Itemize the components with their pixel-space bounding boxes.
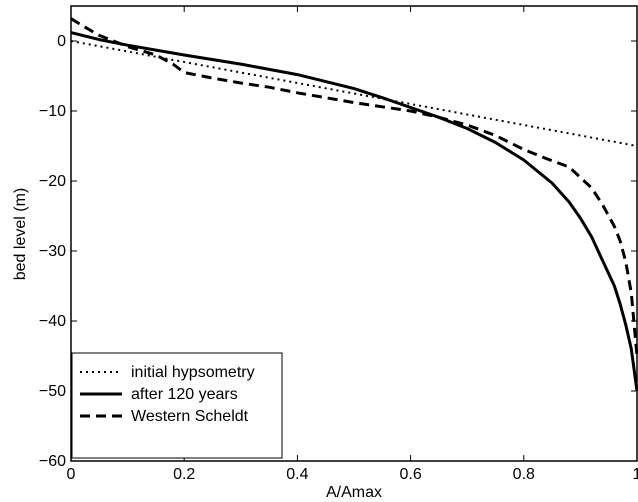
y-tick-label: −60 <box>39 453 66 470</box>
y-tick-label: −50 <box>39 383 66 400</box>
legend-label-1: initial hypsometry <box>131 364 255 381</box>
x-axis-ticks: 0 0.2 0.4 0.6 0.8 1 <box>67 6 638 483</box>
legend-label-3: Western Scheldt <box>131 408 249 425</box>
y-tick-label: −30 <box>39 243 66 260</box>
x-tick-label: 0.4 <box>286 466 308 483</box>
legend-box <box>71 352 283 459</box>
x-tick-label: 0.6 <box>399 466 421 483</box>
x-tick-label: 0 <box>67 466 76 483</box>
y-tick-label: −40 <box>39 313 66 330</box>
series-line-2 <box>70 31 638 392</box>
y-axis-label: bed level (m) <box>12 188 29 280</box>
plot-area-frame <box>70 5 638 462</box>
y-tick-label: 0 <box>57 33 66 50</box>
series-line-3 <box>70 17 638 357</box>
legend: initial hypsometry after 120 years Western… <box>71 352 283 459</box>
y-tick-label: −20 <box>39 173 66 190</box>
legend-label-2: after 120 years <box>131 386 238 403</box>
y-tick-label: −10 <box>39 103 66 120</box>
x-axis-label: A/Amax <box>326 484 382 501</box>
x-tick-label: 1 <box>633 466 638 483</box>
series-lines <box>70 17 638 392</box>
x-tick-label: 0.2 <box>173 466 195 483</box>
y-axis-ticks: 0 −10 −20 −30 −40 −50 −60 <box>39 33 637 470</box>
x-tick-label: 0.8 <box>513 466 535 483</box>
